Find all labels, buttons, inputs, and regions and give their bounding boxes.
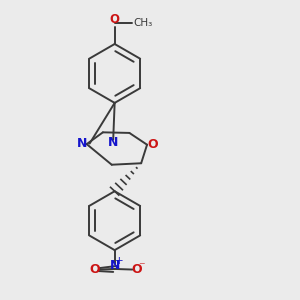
Text: O: O (89, 263, 100, 276)
Text: ⁻: ⁻ (138, 261, 145, 274)
Text: +: + (115, 256, 123, 266)
Text: N: N (77, 137, 87, 150)
Text: N: N (108, 136, 119, 149)
Text: CH₃: CH₃ (133, 18, 152, 28)
Text: O: O (131, 263, 142, 276)
Text: O: O (110, 13, 120, 26)
Text: O: O (147, 138, 158, 151)
Text: N: N (110, 259, 120, 272)
